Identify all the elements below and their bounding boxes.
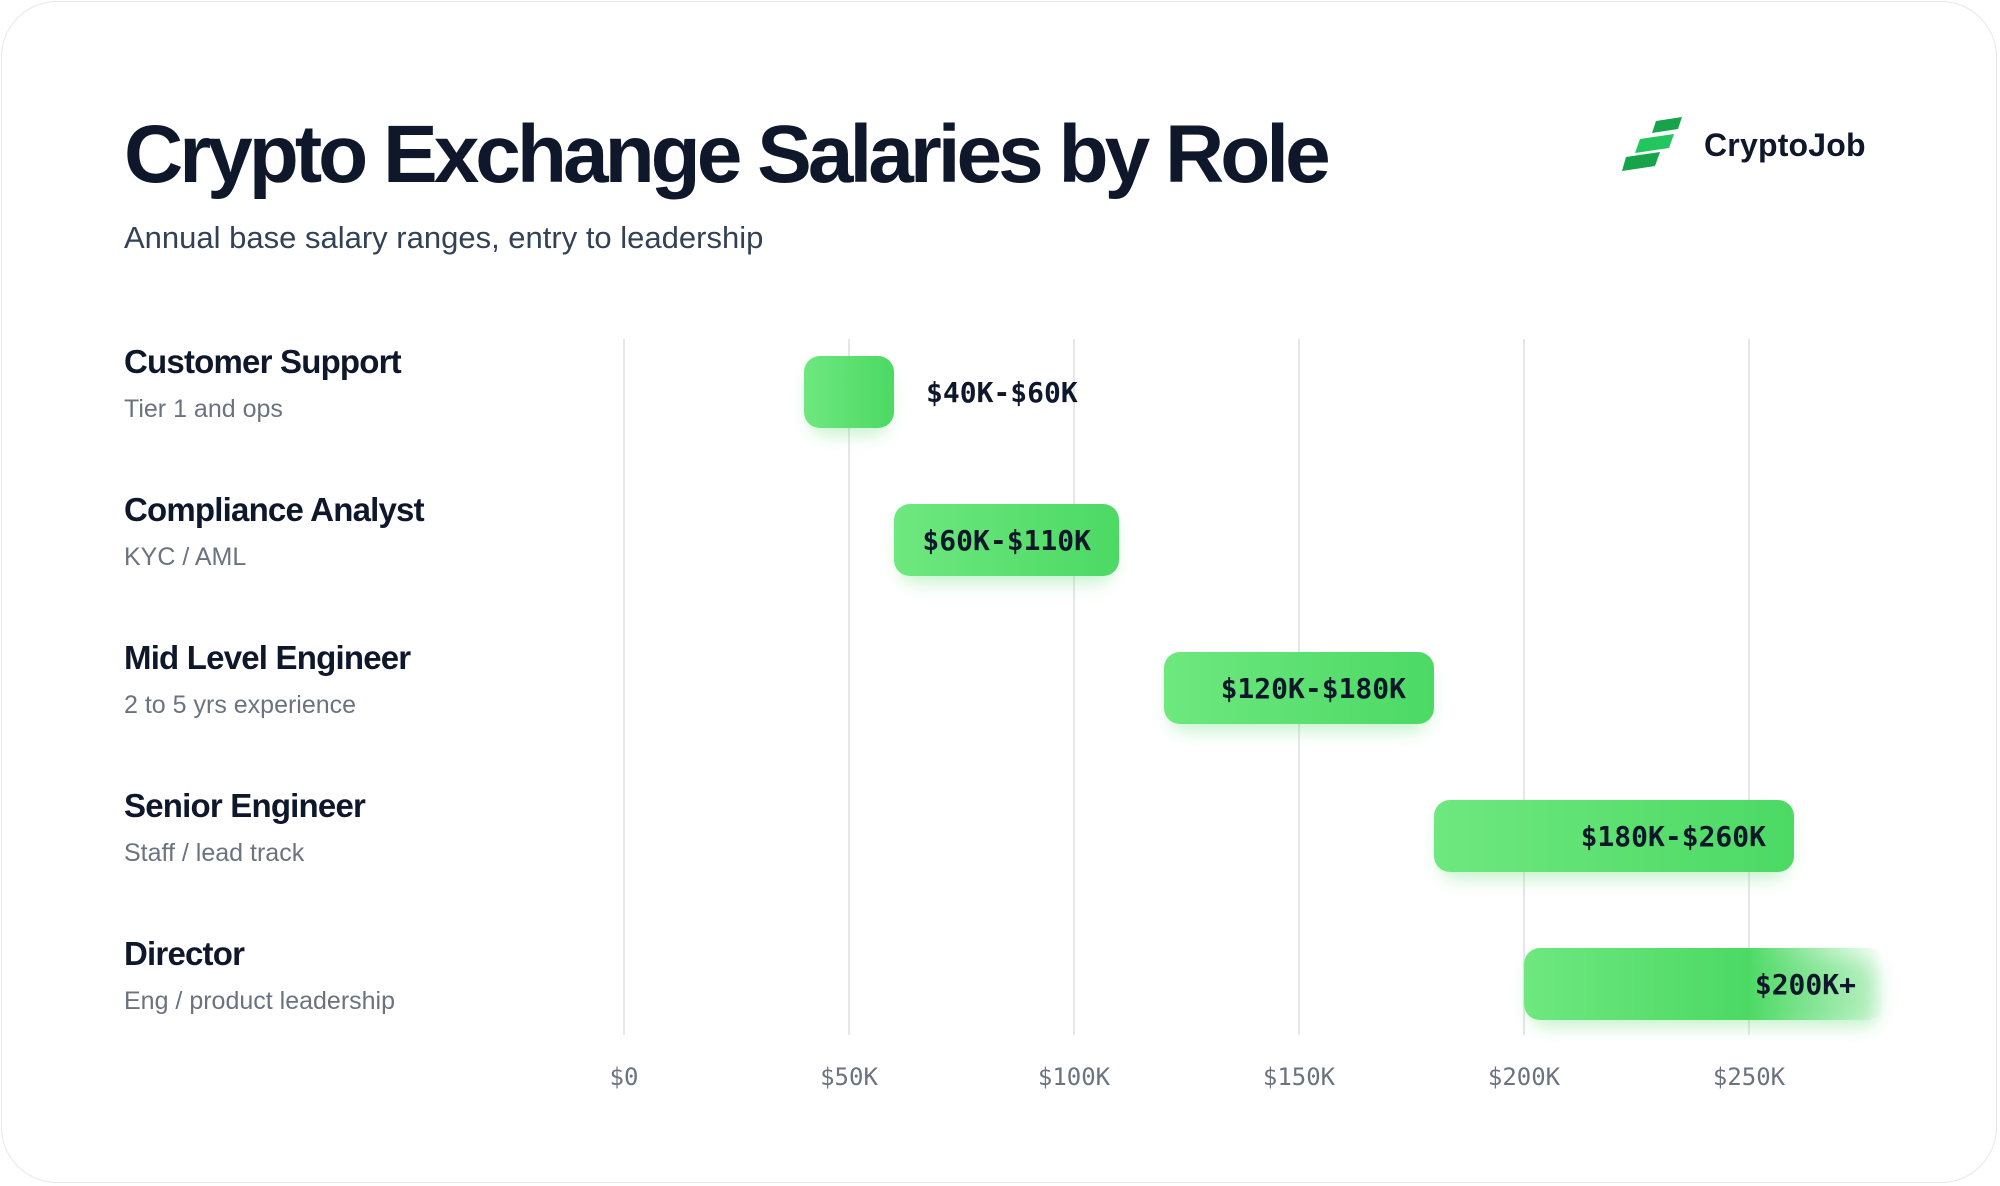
brand-name: CryptoJob xyxy=(1704,126,1866,163)
role-description: KYC / AML xyxy=(124,542,247,571)
role-name: Compliance Analyst xyxy=(124,491,425,528)
x-tick-label: $100K xyxy=(1038,1063,1111,1091)
role-label: Mid Level Engineer 2 to 5 yrs experience xyxy=(124,638,411,720)
role-label: Customer Support Tier 1 and ops xyxy=(124,342,402,424)
bar-value-label: $60K-$110K xyxy=(922,524,1091,557)
cryptojob-logo-icon xyxy=(1622,117,1682,171)
tick-layer: $0 $50K $100K $150K $200K $250K xyxy=(610,1063,1786,1091)
chart-title: Crypto Exchange Salaries by Role xyxy=(124,109,1331,200)
brand: CryptoJob xyxy=(1622,117,1866,173)
bar-value-label: $200K+ xyxy=(1755,968,1856,1001)
role-name: Senior Engineer xyxy=(124,787,366,824)
bar xyxy=(1164,652,1434,724)
bar xyxy=(804,356,894,428)
salary-range-bar: $180K-$260K xyxy=(1434,800,1794,878)
salary-range-bar: $40K-$60K xyxy=(804,356,1078,434)
role-name: Customer Support xyxy=(124,343,402,380)
salary-range-bar: $120K-$180K xyxy=(1164,652,1434,730)
role-label: Compliance Analyst KYC / AML xyxy=(124,490,425,572)
role-name: Director xyxy=(124,935,245,972)
bar xyxy=(1434,800,1794,872)
x-tick-label: $0 xyxy=(610,1063,639,1091)
salary-range-bar: $200K+ xyxy=(1524,948,1884,1026)
role-label: Director Eng / product leadership xyxy=(124,934,395,1016)
role-description: 2 to 5 yrs experience xyxy=(124,690,357,719)
bar xyxy=(894,504,1119,576)
role-description: Staff / lead track xyxy=(124,838,305,867)
role-label: Senior Engineer Staff / lead track xyxy=(124,786,366,868)
x-tick-label: $250K xyxy=(1713,1063,1786,1091)
bar-value-label: $120K-$180K xyxy=(1221,672,1407,705)
bar-layer: $40K-$60K $60K-$110K $120K-$180K $180K-$260… xyxy=(804,356,1884,1026)
role-description: Tier 1 and ops xyxy=(124,394,283,423)
x-tick-label: $50K xyxy=(820,1063,878,1091)
chart-subtitle: Annual base salary ranges, entry to lead… xyxy=(124,220,764,255)
bar xyxy=(1524,948,1884,1020)
role-name: Mid Level Engineer xyxy=(124,639,411,676)
bar-value-label: $180K-$260K xyxy=(1581,820,1767,853)
bar-value-label: $40K-$60K xyxy=(926,376,1078,409)
role-description: Eng / product leadership xyxy=(124,986,396,1015)
x-tick-label: $200K xyxy=(1488,1063,1561,1091)
salary-range-bar: $60K-$110K xyxy=(894,504,1119,582)
x-tick-label: $150K xyxy=(1263,1063,1336,1091)
